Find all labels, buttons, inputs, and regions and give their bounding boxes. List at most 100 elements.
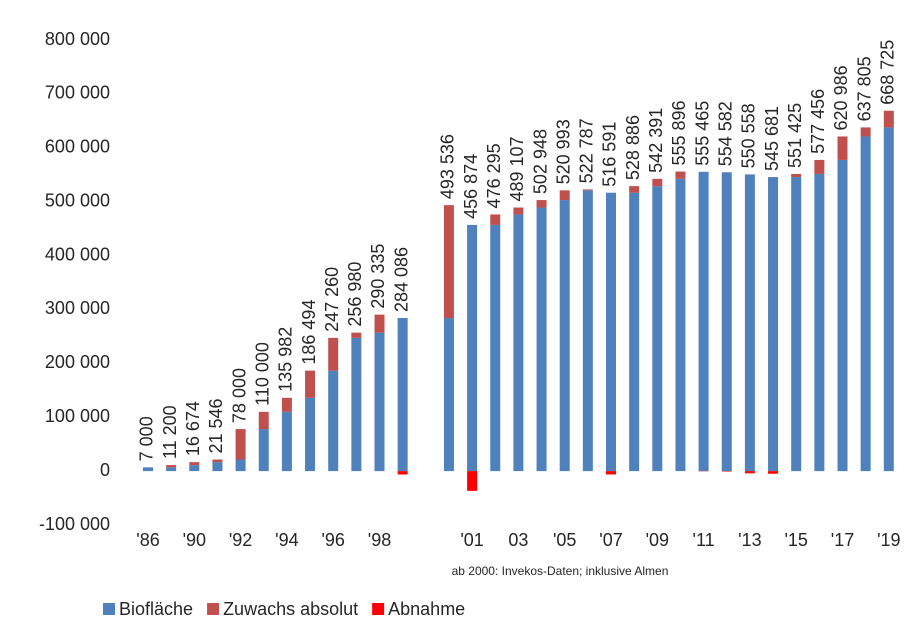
bar-segment bbox=[629, 186, 640, 193]
bar-segment bbox=[744, 174, 755, 472]
x-tick-label: '13 bbox=[738, 530, 761, 550]
x-tick-label: '98 bbox=[368, 530, 391, 550]
data-label: 520 993 bbox=[553, 119, 573, 184]
bar-segment bbox=[212, 459, 223, 463]
bar-segment bbox=[791, 177, 802, 472]
legend-label: Zuwachs absolut bbox=[223, 599, 358, 619]
y-tick-label: -100 000 bbox=[39, 514, 110, 534]
bar-segment bbox=[467, 224, 478, 472]
bar-segment bbox=[675, 178, 686, 472]
y-tick-label: 200 000 bbox=[45, 352, 110, 372]
data-label: 247 260 bbox=[322, 267, 342, 332]
x-tick-label: '86 bbox=[136, 530, 159, 550]
y-tick-label: 400 000 bbox=[45, 244, 110, 264]
bar-segment bbox=[559, 200, 570, 472]
data-label: 551 425 bbox=[785, 103, 805, 168]
y-tick-label: 500 000 bbox=[45, 190, 110, 210]
bar-segment bbox=[443, 205, 454, 319]
data-label: 637 805 bbox=[854, 56, 874, 121]
x-tick-label: '94 bbox=[275, 530, 298, 550]
data-label: 545 681 bbox=[762, 106, 782, 171]
bar-segment bbox=[582, 189, 593, 191]
data-label: 256 980 bbox=[345, 262, 365, 327]
bar-segment bbox=[443, 318, 454, 472]
data-label: 522 787 bbox=[577, 118, 597, 183]
bar-segment bbox=[189, 465, 200, 472]
bar-segment bbox=[721, 172, 732, 472]
data-label: 516 591 bbox=[600, 122, 620, 187]
bar-segment bbox=[582, 190, 593, 472]
bar-segment bbox=[513, 214, 524, 472]
bar-segment bbox=[606, 192, 616, 472]
x-tick-label: '17 bbox=[831, 530, 854, 550]
annotation: ab 2000: Invekos-Daten; inklusive Almen bbox=[452, 564, 669, 578]
y-tick-label: 800 000 bbox=[45, 29, 110, 49]
data-label: 620 986 bbox=[831, 65, 851, 130]
x-tick-label: 03 bbox=[508, 530, 528, 550]
x-tick-label: '15 bbox=[784, 530, 807, 550]
y-tick-label: 0 bbox=[100, 460, 110, 480]
bar-segment bbox=[536, 200, 547, 208]
data-label: 456 874 bbox=[461, 154, 481, 219]
bar-segment bbox=[235, 429, 246, 460]
bar-segment bbox=[328, 370, 339, 472]
bar-segment bbox=[212, 462, 223, 472]
data-label: 542 391 bbox=[646, 108, 666, 173]
data-label: 550 558 bbox=[739, 103, 759, 168]
bar-segment bbox=[397, 471, 408, 475]
y-tick-label: 600 000 bbox=[45, 137, 110, 157]
data-label: 110 000 bbox=[253, 342, 273, 406]
bar-segment bbox=[883, 110, 894, 128]
bar-segment bbox=[328, 337, 339, 371]
x-tick-label: '07 bbox=[599, 530, 622, 550]
bar-segment bbox=[467, 471, 478, 491]
x-tick-label: '92 bbox=[229, 530, 252, 550]
bar-segment bbox=[652, 178, 663, 187]
x-tick-label: '09 bbox=[646, 530, 669, 550]
y-tick-label: 100 000 bbox=[45, 406, 110, 426]
y-tick-label: 700 000 bbox=[45, 83, 110, 103]
data-label: 16 674 bbox=[183, 401, 203, 456]
bar-segment bbox=[814, 173, 825, 472]
bar-segment bbox=[374, 332, 385, 472]
data-label: 502 948 bbox=[530, 129, 550, 194]
bar-segment bbox=[281, 397, 292, 412]
legend-label: Biofläche bbox=[119, 599, 193, 619]
bar-segment bbox=[814, 159, 825, 174]
bar-segment bbox=[305, 370, 316, 398]
bar-segment bbox=[189, 462, 200, 466]
bar-segment bbox=[374, 314, 385, 333]
data-label: 7 000 bbox=[137, 416, 157, 461]
bar-segment bbox=[397, 318, 408, 472]
x-tick-label: '05 bbox=[553, 530, 576, 550]
data-label: 528 886 bbox=[623, 115, 643, 180]
bar-segment bbox=[559, 190, 570, 201]
bar-segment bbox=[860, 136, 871, 472]
bar-segment bbox=[513, 207, 524, 215]
data-label: 555 465 bbox=[692, 101, 712, 166]
data-label: 284 086 bbox=[391, 247, 411, 312]
bar-segment bbox=[837, 136, 848, 160]
legend-swatch bbox=[372, 603, 385, 615]
y-tick-label: 300 000 bbox=[45, 298, 110, 318]
bar-segment bbox=[143, 467, 153, 472]
bar-segment bbox=[351, 337, 362, 472]
legend-label: Abnahme bbox=[388, 599, 465, 619]
bar-segment bbox=[305, 397, 316, 472]
bar-segment bbox=[281, 411, 292, 472]
bar-segment bbox=[351, 332, 362, 338]
bar-segment bbox=[791, 173, 802, 178]
data-label: 290 335 bbox=[368, 244, 388, 309]
bar-segment bbox=[768, 177, 779, 472]
data-label: 489 107 bbox=[507, 136, 527, 201]
bar-segment bbox=[536, 207, 547, 472]
data-label: 21 546 bbox=[206, 398, 226, 453]
bar-segment bbox=[490, 224, 501, 472]
bar-segment bbox=[166, 465, 177, 468]
bar-segment bbox=[860, 127, 871, 137]
data-label: 668 725 bbox=[878, 40, 898, 105]
x-tick-label: '90 bbox=[183, 530, 206, 550]
bar-segment bbox=[768, 471, 779, 474]
bar-segment bbox=[235, 459, 246, 472]
